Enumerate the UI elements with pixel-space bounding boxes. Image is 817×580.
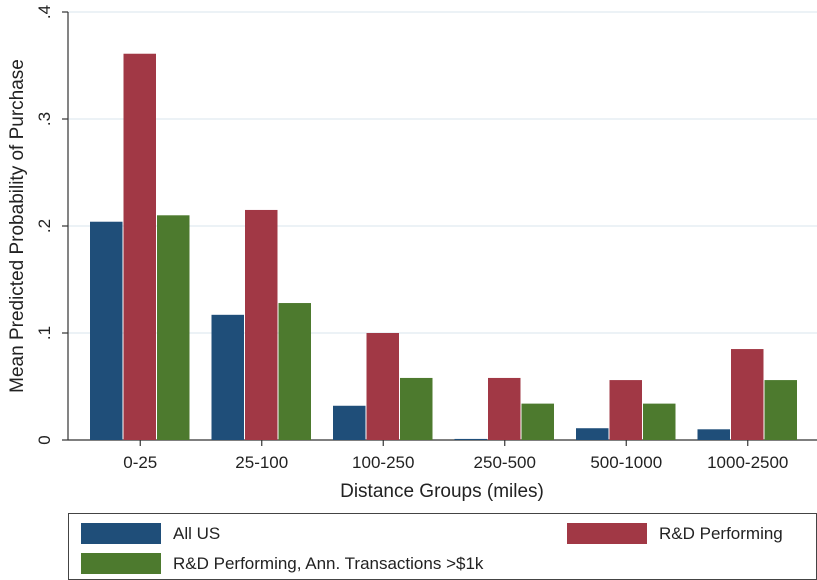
bars	[90, 53, 797, 440]
bar	[764, 380, 797, 440]
bar	[697, 429, 730, 440]
legend-item-all-us: All US	[81, 523, 220, 544]
bar	[278, 303, 311, 440]
y-tick-label: .2	[35, 219, 54, 233]
y-tick-label: .4	[35, 5, 54, 19]
bar	[521, 403, 554, 440]
gridlines	[68, 11, 817, 334]
x-ticks: 0-25 25-100 100-250 250-500 500-1000 1000-250…	[123, 440, 788, 472]
bar	[400, 377, 433, 440]
chart: 0 .1 .2 .3 .4 0-25 25-100 100-250 250-500 500-10…	[7, 5, 817, 502]
y-tick-label: .3	[35, 112, 54, 126]
y-tick-label: 0	[35, 435, 54, 444]
x-tick-label: 0-25	[123, 453, 157, 472]
legend-swatch	[81, 553, 161, 574]
bar	[366, 333, 399, 440]
x-tick-label: 500-1000	[590, 453, 662, 472]
x-tick-label: 250-500	[474, 453, 536, 472]
bar	[609, 380, 642, 440]
bar	[488, 377, 521, 440]
y-axis-label: Mean Predicted Probability of Purchase	[7, 59, 28, 393]
bar	[157, 215, 190, 440]
legend-item-rd-performing-transactions: R&D Performing, Ann. Transactions >$1k	[81, 553, 483, 574]
bar	[123, 53, 156, 440]
bar	[211, 314, 244, 440]
bar	[731, 349, 764, 440]
bar	[576, 428, 609, 440]
x-tick-label: 25-100	[235, 453, 288, 472]
legend: All US R&D Performing R&D Performing, An…	[68, 513, 817, 580]
legend-label: R&D Performing	[659, 523, 783, 543]
bar	[643, 403, 676, 440]
legend-item-rd-performing: R&D Performing	[567, 523, 783, 544]
legend-swatch	[81, 523, 161, 544]
bar	[245, 209, 278, 440]
bar	[90, 221, 123, 440]
legend-label: All US	[173, 523, 221, 543]
y-ticks: 0 .1 .2 .3 .4	[35, 5, 68, 445]
x-axis-label: Distance Groups (miles)	[340, 481, 544, 502]
legend-label: R&D Performing, Ann. Transactions >$1k	[173, 553, 484, 573]
bar	[333, 405, 366, 440]
x-tick-label: 1000-2500	[707, 453, 788, 472]
legend-swatch	[567, 523, 647, 544]
bar	[454, 438, 487, 440]
x-tick-label: 100-250	[352, 453, 414, 472]
y-tick-label: .1	[35, 326, 54, 340]
